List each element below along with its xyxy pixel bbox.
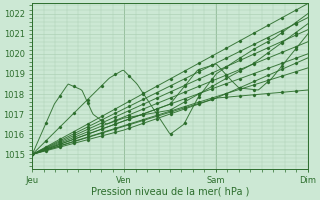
X-axis label: Pression niveau de la mer( hPa ): Pression niveau de la mer( hPa ) — [91, 187, 249, 197]
